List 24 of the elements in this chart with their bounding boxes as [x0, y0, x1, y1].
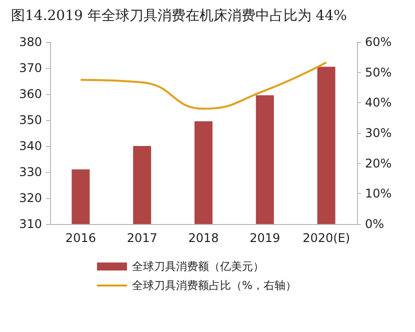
y-tick-label: 360 — [19, 87, 42, 101]
chart-title: 图14.2019 年全球刀具消费在机床消费中占比为 44% — [11, 8, 347, 24]
y2-tick-label: 0% — [365, 217, 384, 231]
y-tick-label: 310 — [19, 217, 42, 231]
x-tick-label: 2018 — [188, 231, 219, 245]
x-tick-label: 2020(E) — [302, 231, 350, 245]
x-tick-label: 2017 — [126, 231, 158, 245]
y2-tick-label: 30% — [365, 126, 392, 140]
y2-tick-label: 10% — [365, 186, 392, 201]
y2-tick-label: 50% — [365, 65, 392, 80]
y2-tick-label: 40% — [365, 96, 392, 110]
legend-label: 全球刀具消费额占比（%，右轴） — [132, 279, 296, 292]
y-tick-label: 380 — [19, 35, 42, 49]
legend-label: 全球刀具消费额（亿美元） — [132, 260, 264, 273]
x-tick-label: 2019 — [250, 231, 280, 245]
y-tick-label: 320 — [19, 191, 42, 205]
y-tick-label: 350 — [19, 113, 42, 127]
line-series — [80, 61, 328, 110]
y2-tick-label: 60% — [365, 35, 392, 49]
x-tick-label: 2016 — [65, 231, 96, 245]
y-tick-label: 330 — [19, 165, 42, 179]
y2-tick-label: 20% — [365, 156, 392, 170]
y-tick-label: 340 — [19, 139, 42, 153]
y-tick-label: 370 — [19, 61, 42, 75]
